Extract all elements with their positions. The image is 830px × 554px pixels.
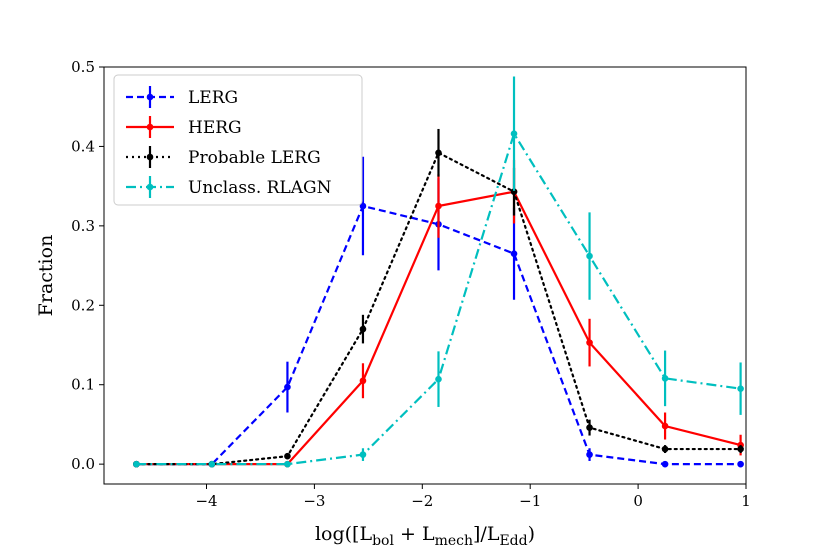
y-tick-label: 0.5 <box>71 58 95 76</box>
legend-marker <box>146 153 154 161</box>
data-point <box>359 451 367 458</box>
data-point <box>586 424 593 431</box>
legend-label: Probable LERG <box>188 148 321 168</box>
data-point <box>435 375 442 383</box>
data-point <box>510 250 518 257</box>
data-point <box>586 451 593 458</box>
data-point <box>586 252 593 260</box>
data-point <box>435 202 442 210</box>
data-point <box>133 460 140 468</box>
legend-marker <box>146 183 154 191</box>
x-tick-label: −1 <box>519 492 541 510</box>
data-point <box>737 460 744 468</box>
legend-box <box>113 74 363 206</box>
y-tick-label: 0.0 <box>71 455 95 473</box>
x-tick-label: 1 <box>741 492 751 510</box>
data-point <box>284 460 291 468</box>
legend: LERG HERG Probable LERG Unclass. RLAGN <box>113 74 363 206</box>
data-point <box>737 385 744 392</box>
data-point <box>661 375 669 382</box>
x-tick-label: 0 <box>633 492 643 510</box>
legend-marker <box>146 93 154 101</box>
axis-ticks: −4 −3 −2 −1 0 1 0.0 0.1 0.2 0.3 0.4 0.5 <box>71 58 751 510</box>
data-point <box>359 377 367 385</box>
x-tick-label: −3 <box>303 492 325 510</box>
legend-label: LERG <box>188 88 238 108</box>
data-point <box>510 130 518 138</box>
data-point <box>435 149 442 157</box>
data-point <box>661 445 669 453</box>
data-point <box>661 460 669 468</box>
y-axis-label: Fraction <box>35 235 57 317</box>
x-tick-label: −2 <box>411 492 433 510</box>
data-point <box>359 325 367 333</box>
data-point <box>284 452 291 460</box>
data-point <box>510 188 518 196</box>
data-point <box>208 460 216 468</box>
legend-marker <box>146 123 154 131</box>
series-unclass-rlagn <box>133 76 744 468</box>
data-point <box>586 339 593 346</box>
legend-label: Unclass. RLAGN <box>188 178 332 198</box>
legend-label: HERG <box>188 118 242 138</box>
series-line <box>136 131 741 466</box>
y-tick-label: 0.4 <box>71 137 95 155</box>
data-point <box>661 422 669 430</box>
series-herg <box>133 159 744 468</box>
y-tick-label: 0.1 <box>71 376 95 394</box>
data-point <box>737 445 744 453</box>
y-tick-label: 0.3 <box>71 217 95 235</box>
plot-frame <box>103 66 747 485</box>
data-point <box>359 202 367 210</box>
x-axis-label: log([Lbol + Lmech]/LEdd) <box>315 523 535 549</box>
data-point <box>284 383 291 391</box>
series-layer <box>133 76 744 468</box>
x-tick-label: −4 <box>195 492 217 510</box>
y-tick-label: 0.2 <box>71 296 95 314</box>
